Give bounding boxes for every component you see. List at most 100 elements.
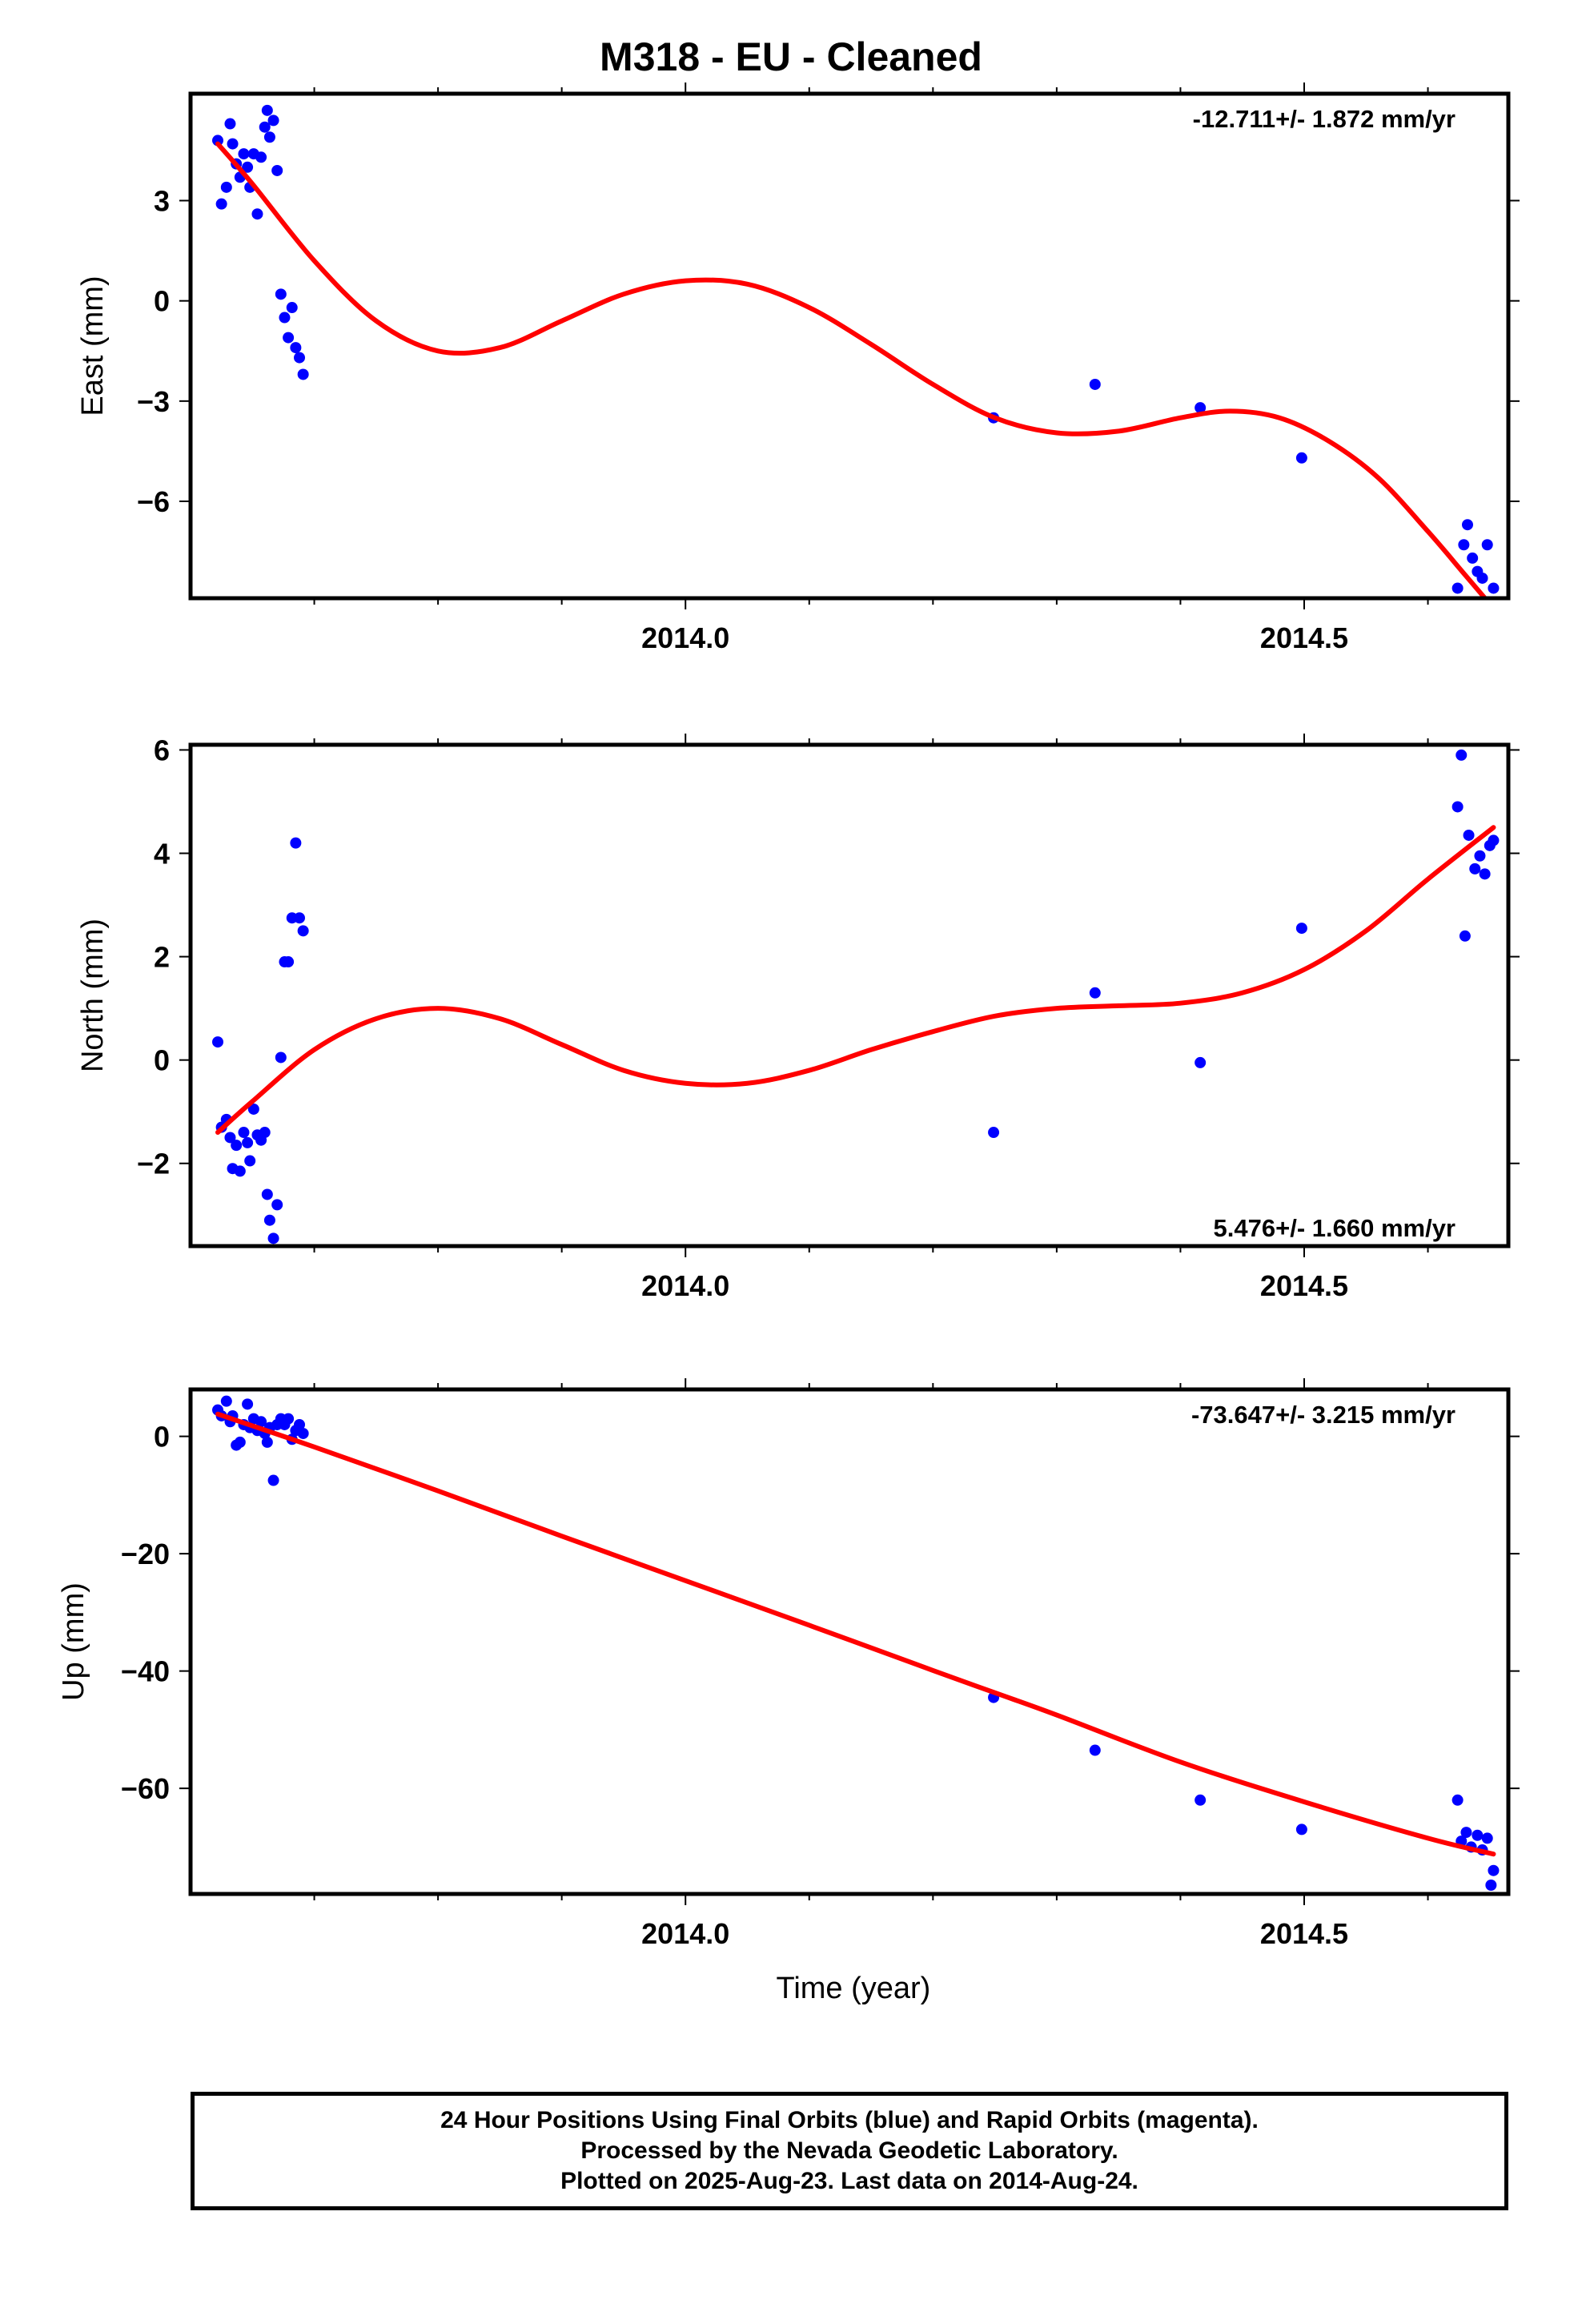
data-point xyxy=(283,332,295,344)
data-point xyxy=(1488,834,1500,846)
data-point xyxy=(238,148,250,160)
data-point xyxy=(1474,850,1486,862)
data-point xyxy=(251,208,263,220)
data-point xyxy=(1488,1864,1500,1876)
data-point xyxy=(255,151,267,163)
panel-north: 2014.0 2014.5 6 4 2 0 −2 North (mm) 5.476+/- 1.6… xyxy=(76,734,1520,1302)
data-point xyxy=(1467,552,1479,564)
data-point xyxy=(220,181,232,193)
data-point xyxy=(290,837,302,849)
y-axis-label: East (mm) xyxy=(76,275,110,416)
data-point xyxy=(294,1418,306,1430)
data-point xyxy=(267,1474,279,1486)
data-point xyxy=(275,288,287,300)
y-tick-label: −20 xyxy=(121,1538,170,1570)
data-point xyxy=(283,956,295,968)
data-point xyxy=(1481,1832,1493,1844)
rate-label: 5.476+/- 1.660 mm/yr xyxy=(1214,1214,1456,1242)
data-point xyxy=(271,164,283,176)
data-point xyxy=(267,115,279,127)
x-tick-label: 2014.5 xyxy=(1260,1917,1348,1950)
data-point xyxy=(283,1413,295,1425)
data-point xyxy=(297,925,309,937)
fit-line xyxy=(215,1411,1496,1857)
data-area xyxy=(212,749,1500,1244)
data-point xyxy=(1089,987,1101,999)
data-point xyxy=(261,104,273,116)
data-point xyxy=(1458,539,1470,551)
data-point xyxy=(242,1398,254,1410)
data-point xyxy=(212,1036,224,1048)
footer-line-3: Plotted on 2025-Aug-23. Last data on 201… xyxy=(560,2168,1138,2194)
data-point xyxy=(247,1103,259,1115)
rate-label: -12.711+/- 1.872 mm/yr xyxy=(1193,105,1456,133)
y-tick-label: 6 xyxy=(154,734,170,766)
panel-east: 2014.0 2014.5 3 0 −3 −6 East (mm) -12.711+/- 1.… xyxy=(76,82,1520,654)
data-point xyxy=(1479,868,1491,880)
y-axis-label: North (mm) xyxy=(76,919,110,1072)
data-point xyxy=(294,352,306,364)
data-point xyxy=(279,312,291,324)
plot-frame xyxy=(188,91,1511,601)
panel-up: 2014.0 2014.5 0 −20 −40 −60 Up (mm) Time (year)… xyxy=(57,1378,1520,2005)
page-title: M318 - EU - Cleaned xyxy=(600,34,982,79)
data-point xyxy=(297,1427,309,1439)
data-point xyxy=(261,1436,273,1448)
data-point xyxy=(1461,519,1473,531)
data-area xyxy=(212,1395,1500,1892)
y-tick-label: −40 xyxy=(121,1655,170,1688)
y-tick-label: 0 xyxy=(154,1421,170,1454)
data-point xyxy=(1481,539,1493,551)
data-point xyxy=(215,198,227,210)
data-point xyxy=(1452,1794,1464,1806)
plot-frame xyxy=(188,1387,1511,1896)
footer-box: 24 Hour Positions Using Final Orbits (bl… xyxy=(191,2092,1508,2210)
y-tick-label: 2 xyxy=(154,941,170,974)
data-point xyxy=(1452,801,1464,813)
fit-line xyxy=(215,141,1488,598)
fit-line xyxy=(215,825,1496,1136)
footer-line-1: 24 Hour Positions Using Final Orbits (bl… xyxy=(440,2107,1259,2133)
data-point xyxy=(286,302,298,314)
data-point xyxy=(1488,582,1500,594)
y-tick-label: 0 xyxy=(154,285,170,318)
data-point xyxy=(1469,862,1481,875)
data-area xyxy=(212,104,1500,598)
data-point xyxy=(234,1165,246,1177)
data-point xyxy=(1195,1056,1207,1068)
x-tick-label: 2014.0 xyxy=(641,1269,729,1302)
data-point xyxy=(259,121,271,133)
data-point xyxy=(1485,1880,1497,1892)
data-point xyxy=(263,131,275,143)
x-tick-label: 2014.5 xyxy=(1260,621,1348,654)
x-axis-label: Time (year) xyxy=(777,1972,931,2005)
y-axis-label: Up (mm) xyxy=(57,1582,90,1701)
y-tick-label: −3 xyxy=(137,385,170,418)
data-point xyxy=(1472,1829,1484,1841)
data-point xyxy=(255,1416,267,1428)
data-point xyxy=(259,1127,271,1139)
data-point xyxy=(271,1199,283,1211)
data-point xyxy=(275,1051,287,1063)
data-point xyxy=(261,1188,273,1200)
rate-label: -73.647+/- 3.215 mm/yr xyxy=(1191,1401,1456,1429)
data-point xyxy=(267,1232,279,1244)
data-point xyxy=(294,912,306,924)
data-point xyxy=(1456,749,1468,761)
data-point xyxy=(1463,829,1475,841)
x-tick-label: 2014.5 xyxy=(1260,1269,1348,1302)
y-tick-label: 0 xyxy=(154,1044,170,1077)
data-point xyxy=(231,1140,243,1152)
data-point xyxy=(1089,378,1101,390)
data-point xyxy=(1195,402,1207,414)
data-point xyxy=(244,1155,256,1167)
data-point xyxy=(242,161,254,173)
data-point xyxy=(1295,452,1307,464)
data-point xyxy=(263,1214,275,1226)
data-point xyxy=(234,1436,246,1448)
data-point xyxy=(1295,923,1307,935)
data-point xyxy=(1195,1794,1207,1806)
data-point xyxy=(1295,1823,1307,1835)
